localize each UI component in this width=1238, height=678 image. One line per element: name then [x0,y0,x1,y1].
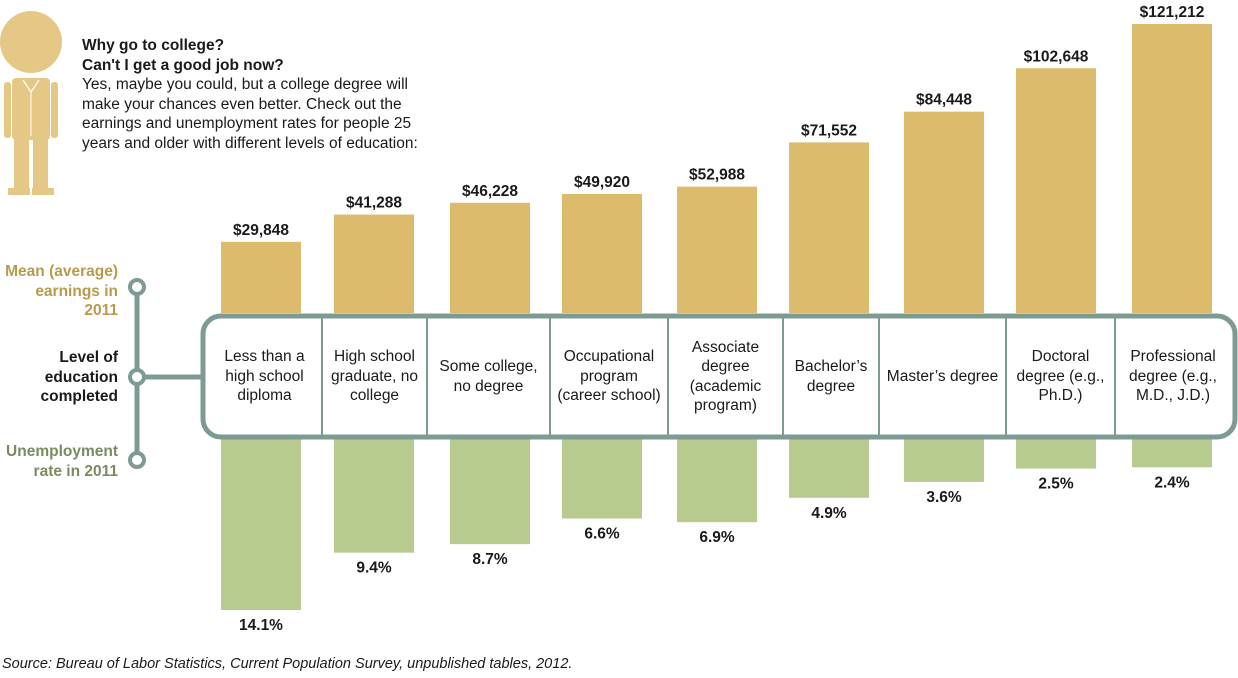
unemployment-value-label: 3.6% [926,489,962,506]
education-level-label: Bachelor’s degree [794,358,868,395]
person-figure-icon [0,11,62,195]
earnings-bar [221,241,301,313]
earnings-value-label: $41,288 [346,195,402,212]
education-level-label: Doctoral degree (e.g., Ph.D.) [1016,348,1105,405]
education-level-label: Master’s degree [886,367,999,385]
unemployment-value-label: 8.7% [472,551,508,568]
unemployment-bar [334,438,414,553]
unemployment-bar [1016,438,1096,469]
education-level-label: Professional degree (e.g., M.D., J.D.) [1129,348,1217,405]
unemployment-value-label: 6.9% [699,529,735,546]
earnings-bar [1016,68,1096,313]
unemployment-row-label: Unemployment rate in 2011 [6,443,118,480]
earnings-value-label: $84,448 [916,92,972,109]
unemployment-bar [562,438,642,519]
unemployment-bars: 14.1% 9.4% 8.7% 6.6% 6.9% 4.9% 3.6% 2.5% 2.4% [221,438,1212,634]
timeline-node [128,368,146,386]
earnings-value-label: $46,228 [462,183,518,200]
earnings-value-label: $102,648 [1024,48,1089,65]
unemployment-value-label: 2.4% [1154,474,1190,491]
earnings-bars: $29,848 $41,288 $46,228 $49,920 $52,988 $71,5… [221,4,1212,313]
unemployment-bar [221,438,301,610]
unemployment-bar [904,438,984,482]
intro-body: Yes, maybe you could, but a college degr… [82,76,418,152]
unemployment-value-label: 14.1% [239,617,283,634]
earnings-value-label: $29,848 [233,222,289,239]
unemployment-bar [789,438,869,498]
intro-text: Why go to college? Can't I get a good jo… [82,36,427,153]
education-level-label: Associate degree (academic program) [689,338,762,415]
earnings-value-label: $121,212 [1140,4,1205,21]
education-level-label: Less than a high school diploma [224,348,305,405]
timeline-node [128,451,146,469]
earnings-value-label: $52,988 [689,167,745,184]
earnings-value-label: $71,552 [801,122,857,139]
intro-heading-1: Why go to college? [82,37,225,54]
education-row-label: Level of education completed [40,349,118,405]
unemployment-bar [450,438,530,545]
unemployment-value-label: 4.9% [811,505,847,522]
education-level-label: Occupational program (career school) [557,348,661,405]
education-level-label: Some college, no degree [439,358,538,395]
earnings-bar [562,193,642,313]
unemployment-bar [1132,438,1212,468]
earnings-bar [904,111,984,313]
timeline-connector [128,278,205,469]
timeline-node [128,278,146,296]
unemployment-bar [677,438,757,523]
intro-heading-2: Can't I get a good job now? [82,56,284,74]
earnings-bar [334,214,414,313]
earnings-bar [1132,24,1212,313]
earnings-row-label: Mean (average) earnings in 2011 [5,263,118,319]
education-level-label: High school graduate, no college [330,348,419,405]
source-note: Source: Bureau of Labor Statistics, Curr… [2,656,573,672]
earnings-bar [677,186,757,313]
earnings-value-label: $49,920 [574,174,630,191]
earnings-bar [789,142,869,313]
earnings-bar [450,202,530,313]
unemployment-value-label: 2.5% [1038,475,1074,492]
unemployment-value-label: 9.4% [356,560,392,577]
unemployment-value-label: 6.6% [584,526,620,543]
education-level-box: Less than a high school diploma High scho… [200,313,1238,440]
